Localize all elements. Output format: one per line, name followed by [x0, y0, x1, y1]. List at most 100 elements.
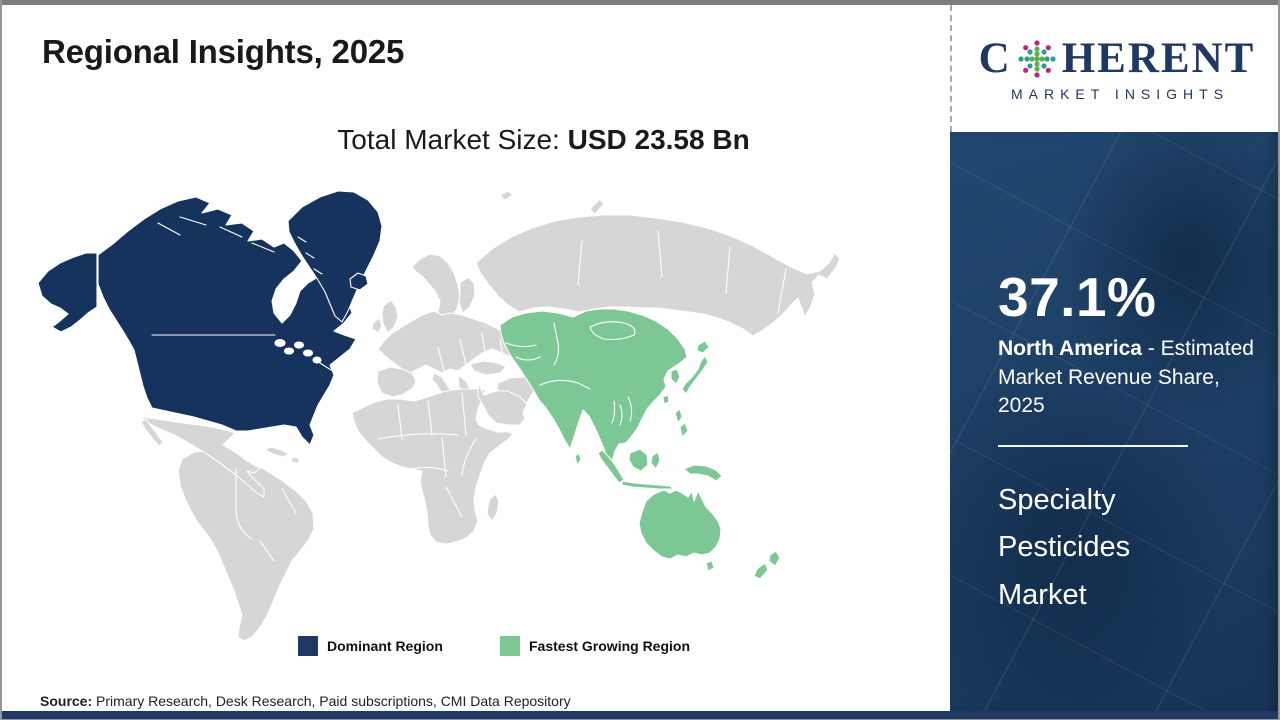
globe-dot	[1022, 67, 1029, 73]
region-sulawesi	[650, 451, 661, 470]
bottom-border-bar	[2, 711, 1278, 719]
world-map	[30, 156, 942, 650]
globe-dot	[1034, 56, 1040, 62]
globe-dot	[1027, 49, 1033, 55]
region-ireland	[371, 317, 383, 334]
europe-country-borders	[437, 332, 505, 372]
globe-dot	[1022, 45, 1029, 51]
region-europe-mainland	[377, 310, 517, 374]
globe-dot	[1041, 49, 1047, 55]
source-text: Primary Research, Desk Research, Paid su…	[96, 693, 571, 709]
great-lake	[283, 347, 295, 355]
region-sri-lanka	[574, 452, 582, 466]
region-novaya-zemlya	[589, 198, 605, 215]
region-nz-south	[753, 562, 769, 580]
us-canada-border-east	[319, 362, 332, 371]
great-lake	[312, 356, 322, 364]
globe-dot	[1041, 63, 1047, 69]
region-australia	[638, 489, 722, 560]
region-cuba	[264, 446, 290, 458]
region-korea	[670, 368, 681, 385]
regions-other-land	[140, 190, 841, 642]
logo-wordmark: C HERENT	[979, 35, 1256, 81]
region-canada-us	[97, 196, 357, 446]
globe-dot	[1027, 63, 1033, 69]
region-iceland	[349, 272, 369, 291]
globe-dot	[1029, 56, 1035, 62]
globe-dot	[1034, 40, 1040, 46]
globe-dot	[1034, 61, 1040, 67]
map-detail-lines	[151, 216, 787, 562]
market-share-description: North America - Estimated Market Revenue…	[998, 335, 1260, 421]
region-sumatra	[597, 449, 625, 484]
central-america-borders	[227, 444, 251, 462]
market-share-desc-text: - Estimated Market Revenue Share, 2025	[998, 337, 1254, 418]
region-finland	[458, 276, 476, 314]
russia-internal-lines	[577, 230, 787, 314]
globe-dot	[1024, 56, 1030, 62]
sidebar-divider	[998, 444, 1188, 447]
top-border-bar	[2, 0, 1278, 5]
total-market-size-value: USD 23.58 Bn	[567, 124, 750, 155]
region-africa	[351, 388, 514, 545]
globe-dot	[1018, 56, 1024, 62]
fastest-region-label: Fastest Growing Region	[529, 638, 691, 654]
globe-dot	[1034, 51, 1040, 57]
fastest-region-swatch	[500, 636, 520, 656]
map-legend: Dominant Region Fastest Growing Region	[2, 630, 950, 666]
region-hispaniola	[290, 456, 301, 465]
globe-dot	[1034, 46, 1040, 52]
globe-dots-icon	[1018, 40, 1056, 78]
market-share-value: 37.1%	[998, 266, 1157, 328]
indochina-borders	[611, 396, 633, 426]
globe-dot	[1045, 45, 1051, 51]
legend-item-dominant: Dominant Region	[298, 636, 443, 656]
globe-dot	[1050, 56, 1056, 62]
region-baja	[140, 418, 164, 447]
africa-country-borders	[377, 392, 477, 518]
globe-dot	[1045, 67, 1051, 73]
region-arabia	[477, 382, 528, 426]
region-asia-pacific	[499, 308, 781, 580]
region-uk	[381, 299, 399, 334]
region-philippines-south	[679, 422, 689, 438]
region-japan-honshu	[681, 355, 709, 395]
south-america-borders	[235, 468, 297, 562]
total-market-size-label: Total Market Size:	[337, 124, 560, 155]
arctic-island-channels	[157, 216, 275, 253]
region-north-america	[37, 190, 383, 446]
source-line: Source: Primary Research, Desk Research,…	[40, 693, 571, 709]
dominant-region-swatch	[298, 636, 318, 656]
central-asia-borders	[505, 322, 591, 390]
legend-item-fastest: Fastest Growing Region	[500, 636, 690, 656]
region-tasmania	[705, 560, 715, 572]
market-share-region: North America	[998, 337, 1142, 360]
globe-dot	[1039, 56, 1045, 62]
region-borneo	[628, 448, 649, 472]
region-philippines-north	[674, 408, 683, 424]
region-japan-hokkaido	[696, 340, 710, 354]
logo-letters-rest: HERENT	[1061, 34, 1256, 82]
region-south-america	[177, 450, 315, 642]
region-nz-north	[768, 550, 781, 567]
total-market-size: Total Market Size: USD 23.58 Bn	[2, 124, 950, 156]
source-label: Source:	[40, 693, 93, 709]
region-greenland	[287, 190, 383, 323]
world-map-svg	[37, 190, 841, 642]
region-svalbard	[499, 190, 514, 201]
page-title: Regional Insights, 2025	[42, 33, 405, 70]
logo-letter-c: C	[978, 34, 1012, 82]
region-madagascar	[486, 493, 500, 522]
great-lake	[274, 338, 286, 348]
globe-dot	[1044, 56, 1050, 62]
mongolia-border	[589, 321, 636, 341]
region-asia-main	[499, 308, 688, 471]
great-lake	[293, 341, 305, 349]
brand-logo: C HERENT MARKET INSIGHTS	[950, 5, 1278, 132]
region-turkey	[469, 360, 507, 376]
region-russia	[475, 214, 841, 337]
region-mexico-central-america	[141, 416, 265, 498]
region-iberia	[376, 366, 417, 398]
market-name: Specialty Pesticides Market	[998, 483, 1131, 611]
